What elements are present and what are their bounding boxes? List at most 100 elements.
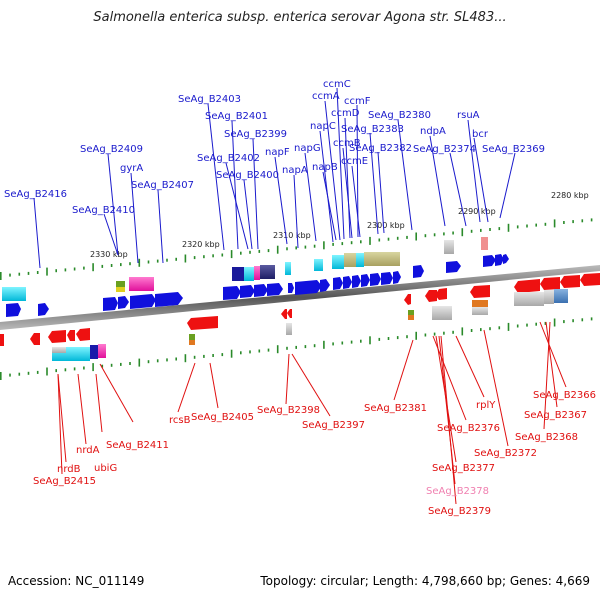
gene-arrow: [155, 292, 183, 307]
gene-arrow: [381, 272, 393, 285]
major-tick: [0, 272, 2, 280]
gene-arrow: [287, 309, 292, 318]
minor-tick: [258, 249, 261, 253]
gene-label: SeAg_B2369: [482, 144, 545, 155]
gene-label: ccmE: [341, 156, 368, 167]
gene-arrow: [288, 283, 294, 293]
gene-label: SeAg_B2410: [72, 205, 135, 216]
minor-tick: [175, 257, 177, 261]
minor-tick: [535, 223, 537, 227]
gene-label: SeAg_B2402: [197, 153, 260, 164]
category-box: [116, 287, 125, 292]
minor-tick: [249, 250, 251, 254]
gene-arrow: [38, 303, 49, 316]
gene-label: napC: [310, 121, 336, 132]
minor-tick: [258, 349, 261, 353]
category-box: [2, 287, 26, 301]
gene-label: ccmC: [323, 79, 351, 90]
gene-label: ubiG: [94, 463, 117, 474]
major-tick: [507, 322, 510, 331]
minor-tick: [424, 234, 427, 238]
gene-arrow: [30, 333, 40, 345]
category-box: [129, 277, 154, 291]
category-box: [432, 306, 452, 320]
major-tick: [184, 254, 187, 263]
minor-tick: [378, 238, 381, 242]
minor-tick: [267, 249, 270, 253]
category-box: [98, 344, 106, 358]
category-box: [52, 347, 66, 353]
major-tick: [46, 267, 48, 276]
category-box: [314, 259, 323, 271]
gene-label: rplY: [476, 400, 496, 411]
major-tick: [323, 340, 325, 349]
minor-tick: [110, 363, 113, 367]
minor-tick: [433, 332, 436, 336]
major-tick: [369, 236, 371, 245]
gene-arrow: [254, 284, 268, 297]
minor-tick: [147, 260, 150, 264]
scale-label: 2320 kbp: [182, 240, 220, 249]
category-box: [444, 240, 454, 254]
minor-tick: [526, 224, 528, 228]
minor-tick: [424, 333, 427, 337]
gene-label: ccmF: [344, 96, 371, 107]
gene-label: SeAg_B2377: [432, 463, 495, 474]
forward-category-boxes: [2, 237, 488, 301]
minor-tick: [590, 218, 593, 222]
major-tick: [92, 263, 94, 272]
gene-label: SeAg_B2376: [437, 423, 500, 434]
gene-arrow: [404, 294, 411, 305]
gene-arrow: [333, 277, 343, 290]
minor-tick: [129, 362, 131, 365]
minor-tick: [249, 350, 251, 354]
minor-tick: [193, 256, 196, 260]
minor-tick: [156, 259, 159, 263]
gene-arrow: [223, 286, 241, 300]
major-tick: [92, 363, 94, 372]
minor-tick: [387, 237, 390, 241]
category-box: [472, 307, 488, 315]
minor-tick: [193, 355, 196, 359]
category-box: [344, 253, 358, 267]
minor-tick: [452, 330, 454, 334]
gene-arrow: [67, 330, 75, 341]
gene-label: SeAg_B2403: [178, 94, 241, 105]
major-tick: [369, 336, 371, 345]
minor-tick: [590, 317, 593, 321]
category-box: [356, 253, 364, 267]
gene-label: napG: [294, 143, 321, 154]
minor-tick: [304, 245, 307, 249]
major-tick: [276, 345, 279, 354]
minor-tick: [147, 360, 150, 364]
major-tick: [415, 331, 417, 340]
minor-tick: [240, 251, 242, 255]
gene-label: SeAg_B2397: [302, 420, 365, 431]
gene-arrow: [295, 280, 322, 295]
scale-label: 2310 kbp: [273, 231, 311, 240]
minor-tick: [563, 221, 565, 224]
scale-label: 2330 kbp: [90, 250, 128, 259]
minor-tick: [572, 220, 574, 224]
gene-label: SeAg_B2401: [205, 111, 268, 122]
inner-scale-ticks: [0, 317, 593, 380]
minor-tick: [36, 370, 39, 374]
minor-tick: [341, 242, 344, 246]
gene-arrow: [503, 254, 509, 264]
gene-label: SeAg_B2374: [413, 144, 476, 155]
minor-tick: [360, 240, 362, 244]
category-box: [189, 334, 195, 340]
category-box: [481, 237, 488, 250]
minor-tick: [480, 228, 482, 232]
minor-tick: [535, 322, 537, 326]
category-box: [554, 289, 568, 303]
minor-tick: [470, 329, 473, 332]
gene-label: nrdB: [57, 464, 81, 475]
gene-arrow: [187, 316, 218, 330]
gene-label: SeAg_B2382: [349, 143, 412, 154]
category-box: [254, 266, 260, 280]
forward-labels: SeAg_B2416 SeAg_B2410 SeAg_B2409 gyrA Se…: [4, 79, 545, 216]
minor-tick: [286, 346, 288, 350]
gene-arrow: [514, 279, 540, 293]
